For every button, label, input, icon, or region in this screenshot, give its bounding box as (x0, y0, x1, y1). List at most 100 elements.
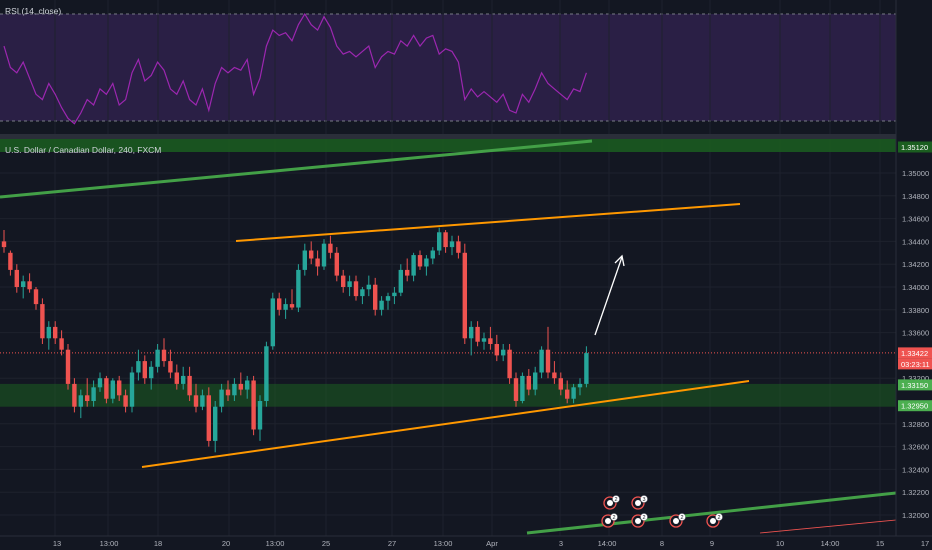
time-tick-label: 14:00 (821, 539, 840, 548)
time-axis[interactable]: 13 13:00 18 20 13:00 25 27 13:00 Apr 3 14:00 8 9 10 14… (53, 539, 929, 548)
rsi-band (0, 14, 896, 121)
svg-text:1.33422: 1.33422 (901, 349, 928, 358)
candle (545, 326, 551, 379)
price-badges: 1.35120 1.33422 03:23:11 1.33150 1.32950 (898, 141, 932, 412)
upper-trend-line[interactable] (0, 139, 593, 199)
candle (398, 264, 403, 297)
price-panel: U.S. Dollar / Canadian Dollar, 240, FXCM… (0, 139, 897, 536)
price-tick-label: 1.32800 (902, 420, 929, 429)
panel-separator[interactable] (0, 134, 932, 139)
candle (53, 321, 58, 344)
candle (283, 298, 288, 319)
candle (40, 298, 45, 344)
candle (488, 326, 493, 350)
time-tick-label: 14:00 (598, 539, 617, 548)
event-marker[interactable]: 2 (631, 513, 648, 528)
price-tick-label: 1.34800 (902, 192, 929, 201)
candle (449, 235, 455, 256)
candle (149, 361, 154, 390)
price-badge-top: 1.35120 (898, 141, 932, 153)
time-tick-label: 18 (154, 539, 162, 548)
svg-text:1.33150: 1.33150 (901, 381, 928, 390)
candle (65, 344, 71, 390)
price-tick-label: 1.32600 (902, 443, 929, 452)
price-tick-label: 1.34000 (902, 283, 929, 292)
candle (251, 375, 256, 436)
time-tick-label: 8 (660, 539, 664, 548)
time-tick-label: 10 (776, 539, 784, 548)
price-badge-countdown: 03:23:11 (898, 358, 932, 370)
candle (200, 389, 205, 411)
event-marker[interactable]: 2 (603, 495, 620, 510)
candle (475, 321, 480, 347)
candle (577, 378, 583, 396)
candle (155, 344, 160, 373)
event-markers[interactable]: 2 3 2 2 2 2 (601, 495, 723, 528)
top-resistance-band (0, 139, 896, 152)
candle (373, 277, 378, 316)
candle (360, 287, 365, 305)
event-marker[interactable]: 2 (706, 513, 723, 528)
candle (117, 375, 122, 401)
event-marker[interactable]: 2 (669, 513, 686, 528)
time-tick-label: 20 (222, 539, 230, 548)
price-tick-label: 1.34400 (902, 237, 929, 246)
candle (46, 321, 51, 350)
price-tick-label: 1.32200 (902, 488, 929, 497)
event-marker[interactable]: 2 (601, 513, 618, 528)
minor-trend-line (759, 519, 897, 534)
event-marker[interactable]: 3 (631, 495, 648, 510)
candle (232, 378, 237, 401)
candle (462, 243, 467, 344)
candle (33, 287, 39, 310)
candle (21, 275, 26, 299)
candle (129, 366, 135, 413)
channel-lower-line[interactable] (141, 380, 750, 468)
svg-text:1.35120: 1.35120 (901, 143, 928, 152)
candle (123, 389, 128, 413)
price-badge-current: 1.33422 (898, 347, 932, 359)
candle (110, 378, 115, 404)
candle (72, 378, 77, 413)
lower-trend-line[interactable] (526, 491, 897, 535)
candle (507, 344, 512, 384)
time-tick-label: 13 (53, 539, 61, 548)
candle (385, 292, 391, 310)
candle (270, 292, 275, 350)
candle (392, 287, 397, 305)
price-axis-bg[interactable] (896, 0, 932, 550)
candle (437, 227, 442, 256)
candle (296, 264, 301, 313)
candle (443, 230, 448, 253)
candle (424, 255, 429, 276)
candle (494, 334, 499, 362)
price-tick-label: 1.33800 (902, 306, 929, 315)
candle (341, 269, 346, 293)
candle (257, 395, 263, 441)
price-tick-label: 1.33200 (902, 374, 929, 383)
rsi-panel: RSI (14, close) 70.000060.000050.000040.… (0, 0, 929, 134)
candle (417, 250, 423, 270)
candle (264, 341, 269, 407)
candle (97, 372, 103, 392)
candle (302, 243, 307, 276)
price-badge-zone-bottom: 1.32950 (898, 400, 932, 412)
time-tick-label: 17 (921, 539, 929, 548)
time-tick-label: 9 (710, 539, 714, 548)
candle (539, 346, 544, 379)
channel-upper-line[interactable] (235, 203, 741, 242)
candle (469, 321, 474, 356)
candle (104, 375, 109, 404)
rsi-label: RSI (14, close) (5, 6, 61, 16)
svg-text:2: 2 (717, 515, 720, 521)
candle (309, 241, 314, 265)
price-axis: 1.35000 1.34800 1.34600 1.34400 1.34200 1.340… (902, 169, 929, 520)
candle (565, 380, 570, 404)
candle (238, 372, 243, 396)
projection-arrow[interactable] (594, 254, 625, 336)
candle (219, 383, 224, 413)
candle (78, 389, 83, 419)
candle (366, 275, 371, 297)
candle (187, 366, 192, 401)
